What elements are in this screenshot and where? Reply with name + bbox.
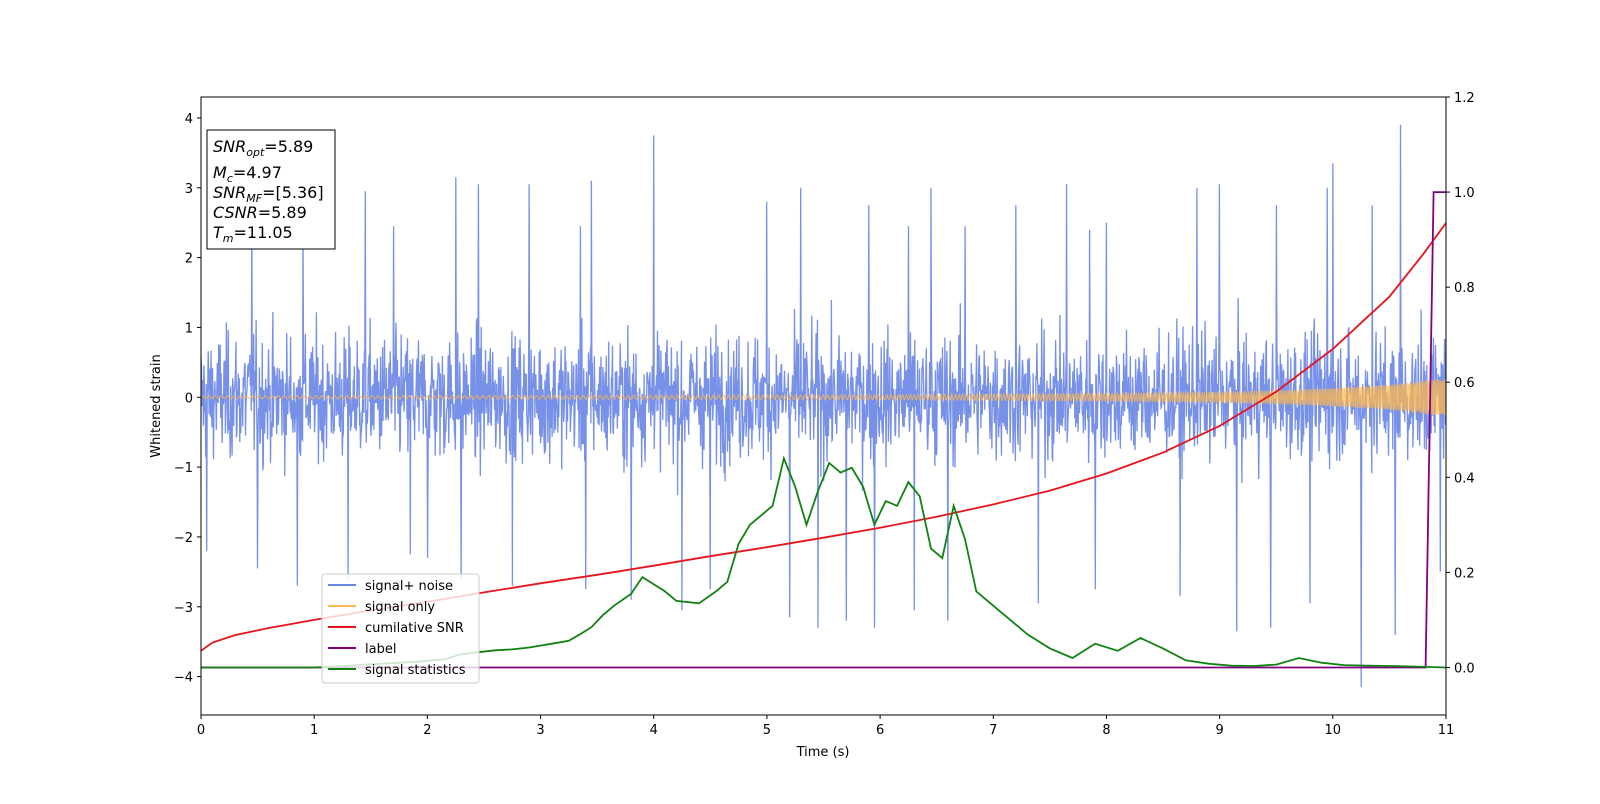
y-tick-label-left: 2 (185, 252, 193, 267)
x-tick-label: 9 (1215, 723, 1223, 738)
y-tick-label-right: 0.6 (1454, 376, 1475, 391)
y-axis-label-left: Whitened strain (149, 354, 164, 457)
stat-snr-mf: SNRMF=[5.36] (213, 183, 324, 205)
legend-entry-signal-only: signal only (328, 600, 435, 615)
x-tick-label: 0 (197, 723, 205, 738)
x-tick-label: 3 (536, 723, 544, 738)
x-axis-label: Time (s) (796, 745, 850, 760)
legend-entry-label: label (328, 642, 396, 657)
x-tick-label: 10 (1325, 723, 1342, 738)
y-tick-label-right: 1.2 (1454, 91, 1475, 106)
plot-frame (200, 96, 1447, 716)
legend-entry-signal-statistics: signal statistics (328, 663, 466, 678)
y-tick-label-left: 0 (185, 391, 193, 406)
y-tick-label-right: 1.0 (1454, 186, 1475, 201)
axes-layer: 0 1 2 3 4 5 6 7 8 9 10 1143210−1−2−3−41.21.00.80.60… (174, 91, 1475, 738)
legend-entry-signal-noise: signal+ noise (328, 579, 453, 594)
series-signal-only-line (201, 379, 1446, 416)
stats-box: SNRopt=5.89 Mc=4.97 SNRMF=[5.36] CSNR=5.… (206, 129, 336, 250)
series-label-line (201, 191, 1446, 669)
legend-label-signal-only: signal only (365, 600, 435, 615)
legend-entry-cumulative-snr: cumilative SNR (328, 621, 464, 636)
x-tick-label: 5 (763, 723, 771, 738)
series-signal-noise-line (201, 124, 1446, 688)
series-signal-statistics-line (201, 455, 1446, 669)
y-tick-label-right: 0.8 (1454, 281, 1475, 296)
x-tick-label: 2 (423, 723, 431, 738)
y-tick-label-left: 3 (185, 182, 193, 197)
legend: signal+ noise signal only cumilative SNR… (321, 573, 480, 684)
x-tick-label: 1 (310, 723, 318, 738)
legend-label-label: label (365, 642, 396, 657)
y-tick-label-left: −2 (174, 531, 193, 546)
stat-tm: Tm=11.05 (213, 223, 293, 245)
y-tick-label-left: −1 (174, 461, 193, 476)
legend-label-cumulative-snr: cumilative SNR (365, 621, 464, 636)
x-tick-label: 11 (1438, 723, 1455, 738)
y-tick-label-left: −4 (174, 671, 193, 686)
x-tick-label: 6 (876, 723, 884, 738)
legend-label-signal-statistics: signal statistics (365, 663, 466, 678)
stats-box-frame (206, 129, 336, 250)
legend-frame (321, 573, 480, 684)
y-tick-label-left: −3 (174, 601, 193, 616)
y-tick-label-right: 0.4 (1454, 471, 1475, 486)
y-tick-label-right: 0.2 (1454, 566, 1475, 581)
stat-csnr: CSNR=5.89 (213, 203, 307, 222)
y-tick-label-left: 4 (185, 112, 193, 127)
y-tick-label-left: 1 (185, 321, 193, 336)
stat-snr-opt: SNRopt=5.89 (213, 137, 313, 159)
stat-mc: Mc=4.97 (213, 163, 282, 185)
x-tick-label: 8 (1102, 723, 1110, 738)
x-tick-label: 7 (989, 723, 997, 738)
y-tick-label-right: 0.0 (1454, 661, 1475, 676)
x-tick-label: 4 (650, 723, 658, 738)
legend-label-signal-noise: signal+ noise (365, 579, 453, 594)
